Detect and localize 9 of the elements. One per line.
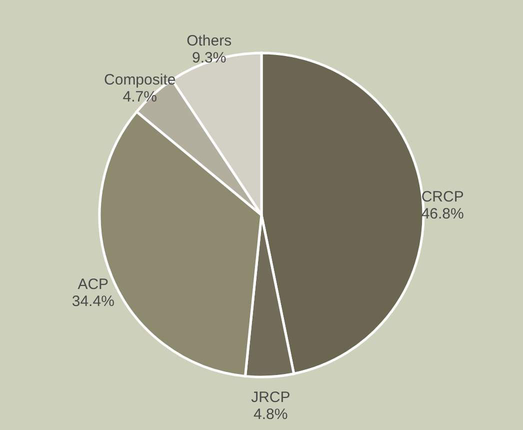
slice-label: JRCP bbox=[251, 388, 290, 406]
data-label: 4.8% bbox=[254, 406, 288, 423]
data-label: 9.3% bbox=[192, 50, 226, 67]
data-label: 34.4% bbox=[72, 293, 114, 310]
slice-label: CRCP bbox=[421, 188, 464, 206]
slice-label: ACP bbox=[78, 276, 109, 294]
slice-label: Others bbox=[186, 32, 232, 50]
slice-label: Composite bbox=[104, 72, 176, 89]
data-label: 4.7% bbox=[122, 88, 157, 106]
